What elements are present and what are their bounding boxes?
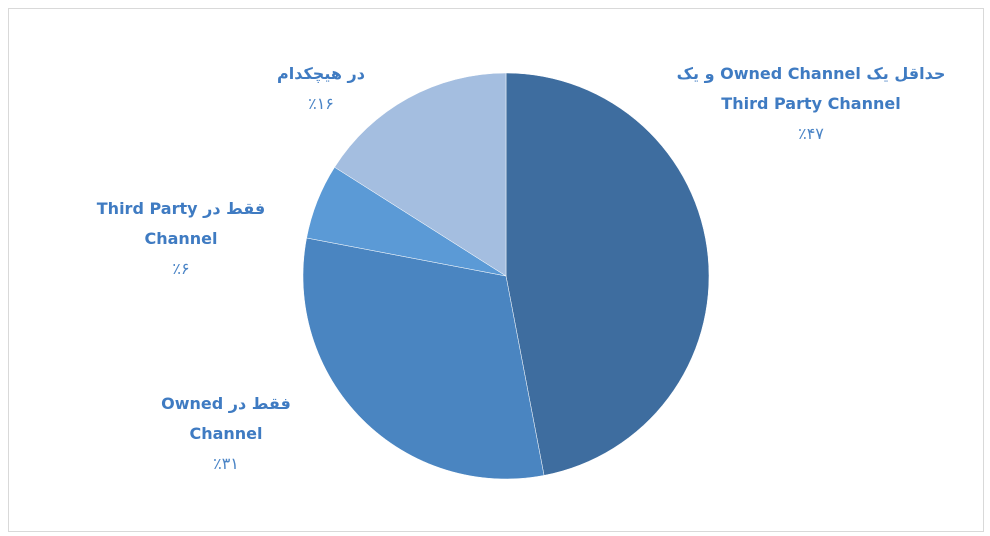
- value-label: ٪۶: [172, 259, 190, 278]
- slice-label: حداقل یک Owned Channel و یک Third Party …: [661, 59, 961, 149]
- pie-slice: [302, 237, 545, 480]
- value-label: ٪۴۷: [798, 124, 824, 143]
- category-label: حداقل یک Owned Channel و یک Third Party …: [676, 64, 946, 113]
- chart: [302, 72, 710, 480]
- category-label: فقط در Third Party Channel: [96, 199, 266, 248]
- category-label: در هیچکدام: [277, 64, 365, 83]
- pie-slice: [505, 72, 710, 476]
- chart-frame: حداقل یک Owned Channel و یک Third Party …: [8, 8, 984, 532]
- value-label: ٪۳۱: [213, 454, 239, 473]
- slice-label: در هیچکدام ٪۱۶: [221, 59, 421, 119]
- slice-label: فقط در Owned Channel ٪۳۱: [126, 389, 326, 479]
- value-label: ٪۱۶: [308, 94, 334, 113]
- slice-label: فقط در Third Party Channel ٪۶: [81, 194, 281, 284]
- pie-slice: [334, 72, 507, 277]
- category-label: فقط در Owned Channel: [161, 394, 291, 443]
